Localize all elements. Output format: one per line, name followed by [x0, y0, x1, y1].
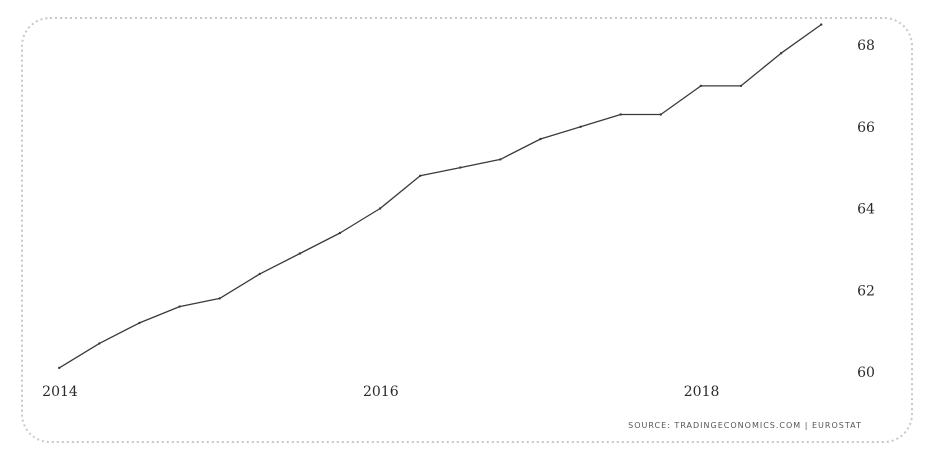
- data-point: [619, 113, 622, 116]
- y-tick-label: 62: [857, 283, 875, 299]
- data-point: [178, 305, 181, 308]
- x-tick-label: 2016: [363, 384, 399, 400]
- data-point: [699, 84, 703, 88]
- series-layer: [58, 23, 823, 370]
- data-point: [138, 321, 141, 325]
- x-axis-ticks: 2014 2016 2018: [42, 384, 719, 400]
- data-point: [218, 297, 221, 300]
- data-point: [499, 158, 502, 161]
- data-point: [58, 366, 61, 370]
- data-point: [459, 166, 462, 169]
- x-tick-label: 2018: [684, 384, 720, 400]
- chart-border: [21, 17, 913, 443]
- data-point: [378, 207, 382, 210]
- data-point: [579, 125, 582, 128]
- y-tick-label: 60: [857, 365, 875, 381]
- data-point: [779, 52, 783, 55]
- data-point: [258, 272, 261, 276]
- y-tick-label: 68: [857, 38, 875, 54]
- y-axis-ticks: 68 66 64 62 60: [857, 38, 875, 381]
- source-note: SOURCE: TRADINGECONOMICS.COM | EUROSTAT: [628, 421, 862, 430]
- data-point: [419, 174, 422, 177]
- x-tick-label: 2014: [42, 384, 78, 400]
- data-point: [338, 231, 342, 235]
- data-point: [739, 84, 743, 88]
- y-tick-label: 66: [857, 120, 875, 136]
- data-point: [539, 137, 542, 141]
- data-point: [820, 23, 823, 26]
- data-point: [659, 113, 662, 116]
- y-tick-label: 64: [857, 202, 875, 218]
- data-point: [298, 252, 302, 255]
- series-line-0: [58, 24, 822, 369]
- data-point: [98, 342, 101, 345]
